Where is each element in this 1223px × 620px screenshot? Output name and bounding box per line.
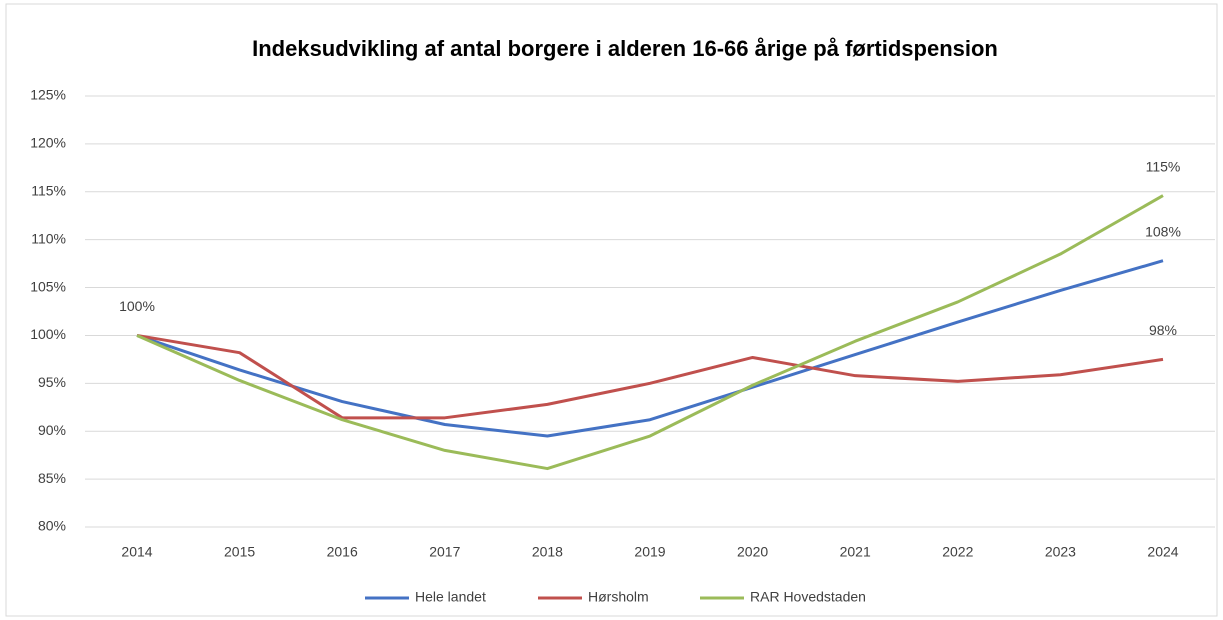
legend-label: Hørsholm — [588, 589, 649, 605]
x-tick-label: 2024 — [1147, 544, 1178, 560]
y-tick-label: 95% — [38, 374, 66, 390]
chart-frame — [5, 3, 1218, 617]
data-label: 98% — [1149, 322, 1177, 338]
y-tick-label: 110% — [31, 230, 66, 246]
x-tick-label: 2019 — [634, 544, 665, 560]
x-tick-label: 2021 — [840, 544, 871, 560]
data-label: 115% — [1146, 158, 1181, 174]
y-tick-label: 85% — [38, 470, 66, 486]
data-label: 100% — [119, 298, 155, 314]
legend-label: Hele landet — [415, 589, 486, 605]
y-tick-label: 90% — [38, 422, 66, 438]
y-tick-label: 115% — [31, 182, 66, 198]
y-tick-label: 120% — [30, 135, 66, 151]
y-tick-label: 105% — [30, 278, 66, 294]
legend-label: RAR Hovedstaden — [750, 589, 866, 605]
x-tick-label: 2018 — [532, 544, 563, 560]
x-tick-label: 2015 — [224, 544, 255, 560]
x-tick-label: 2020 — [737, 544, 768, 560]
x-tick-label: 2022 — [942, 544, 973, 560]
y-tick-label: 80% — [38, 518, 66, 534]
y-tick-label: 100% — [30, 326, 66, 342]
x-tick-label: 2017 — [429, 544, 460, 560]
x-tick-label: 2014 — [121, 544, 152, 560]
series-line — [136, 194, 1164, 471]
x-tick-label: 2016 — [327, 544, 358, 560]
series-line — [136, 259, 1164, 438]
y-tick-label: 125% — [30, 87, 66, 103]
chart-title: Indeksudvikling af antal borgere i alder… — [252, 36, 998, 61]
data-label: 108% — [1145, 223, 1181, 239]
x-tick-label: 2023 — [1045, 544, 1076, 560]
series-line — [136, 333, 1164, 420]
